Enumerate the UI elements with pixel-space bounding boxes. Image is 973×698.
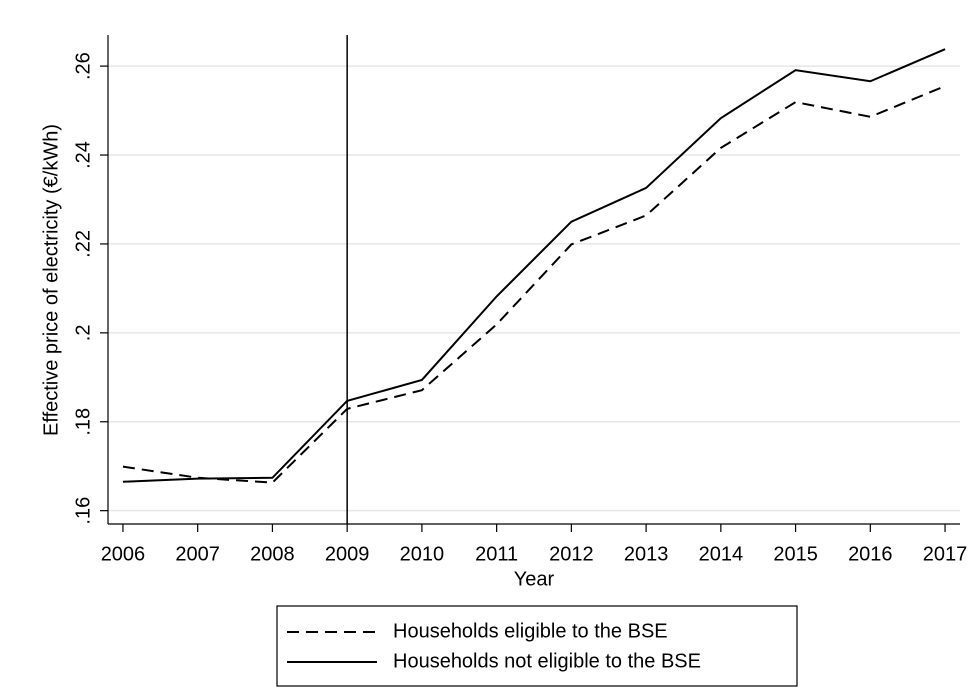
x-tick-label: 2009: [325, 543, 370, 565]
y-tick-label: .2: [72, 325, 94, 342]
y-tick-label: .18: [72, 408, 94, 436]
legend-label: Households eligible to the BSE: [393, 620, 668, 642]
x-tick-label: 2012: [549, 543, 594, 565]
legend-label: Households not eligible to the BSE: [393, 650, 701, 672]
series-line: [122, 48, 946, 483]
y-tick-label: .24: [72, 141, 94, 169]
series-line: [122, 85, 946, 484]
x-tick-label: 2016: [848, 543, 893, 565]
x-tick-label: 2011: [475, 543, 518, 565]
y-tick-label: .26: [72, 52, 94, 80]
x-tick-label: 2017: [923, 543, 968, 565]
y-axis-title: Effective price of electricity (€/kWh): [40, 124, 62, 436]
x-axis-title: Year: [514, 568, 555, 590]
y-tick-label: .22: [72, 230, 94, 258]
x-tick-label: 2006: [101, 543, 146, 565]
x-tick-label: 2010: [400, 543, 445, 565]
x-tick-label: 2013: [624, 543, 669, 565]
legend-box: [276, 605, 798, 687]
x-tick-label: 2014: [699, 543, 744, 565]
x-tick-label: 2007: [175, 543, 220, 565]
x-tick-label: 2008: [250, 543, 295, 565]
y-tick-label: .16: [72, 497, 94, 525]
x-tick-label: 2015: [773, 543, 818, 565]
